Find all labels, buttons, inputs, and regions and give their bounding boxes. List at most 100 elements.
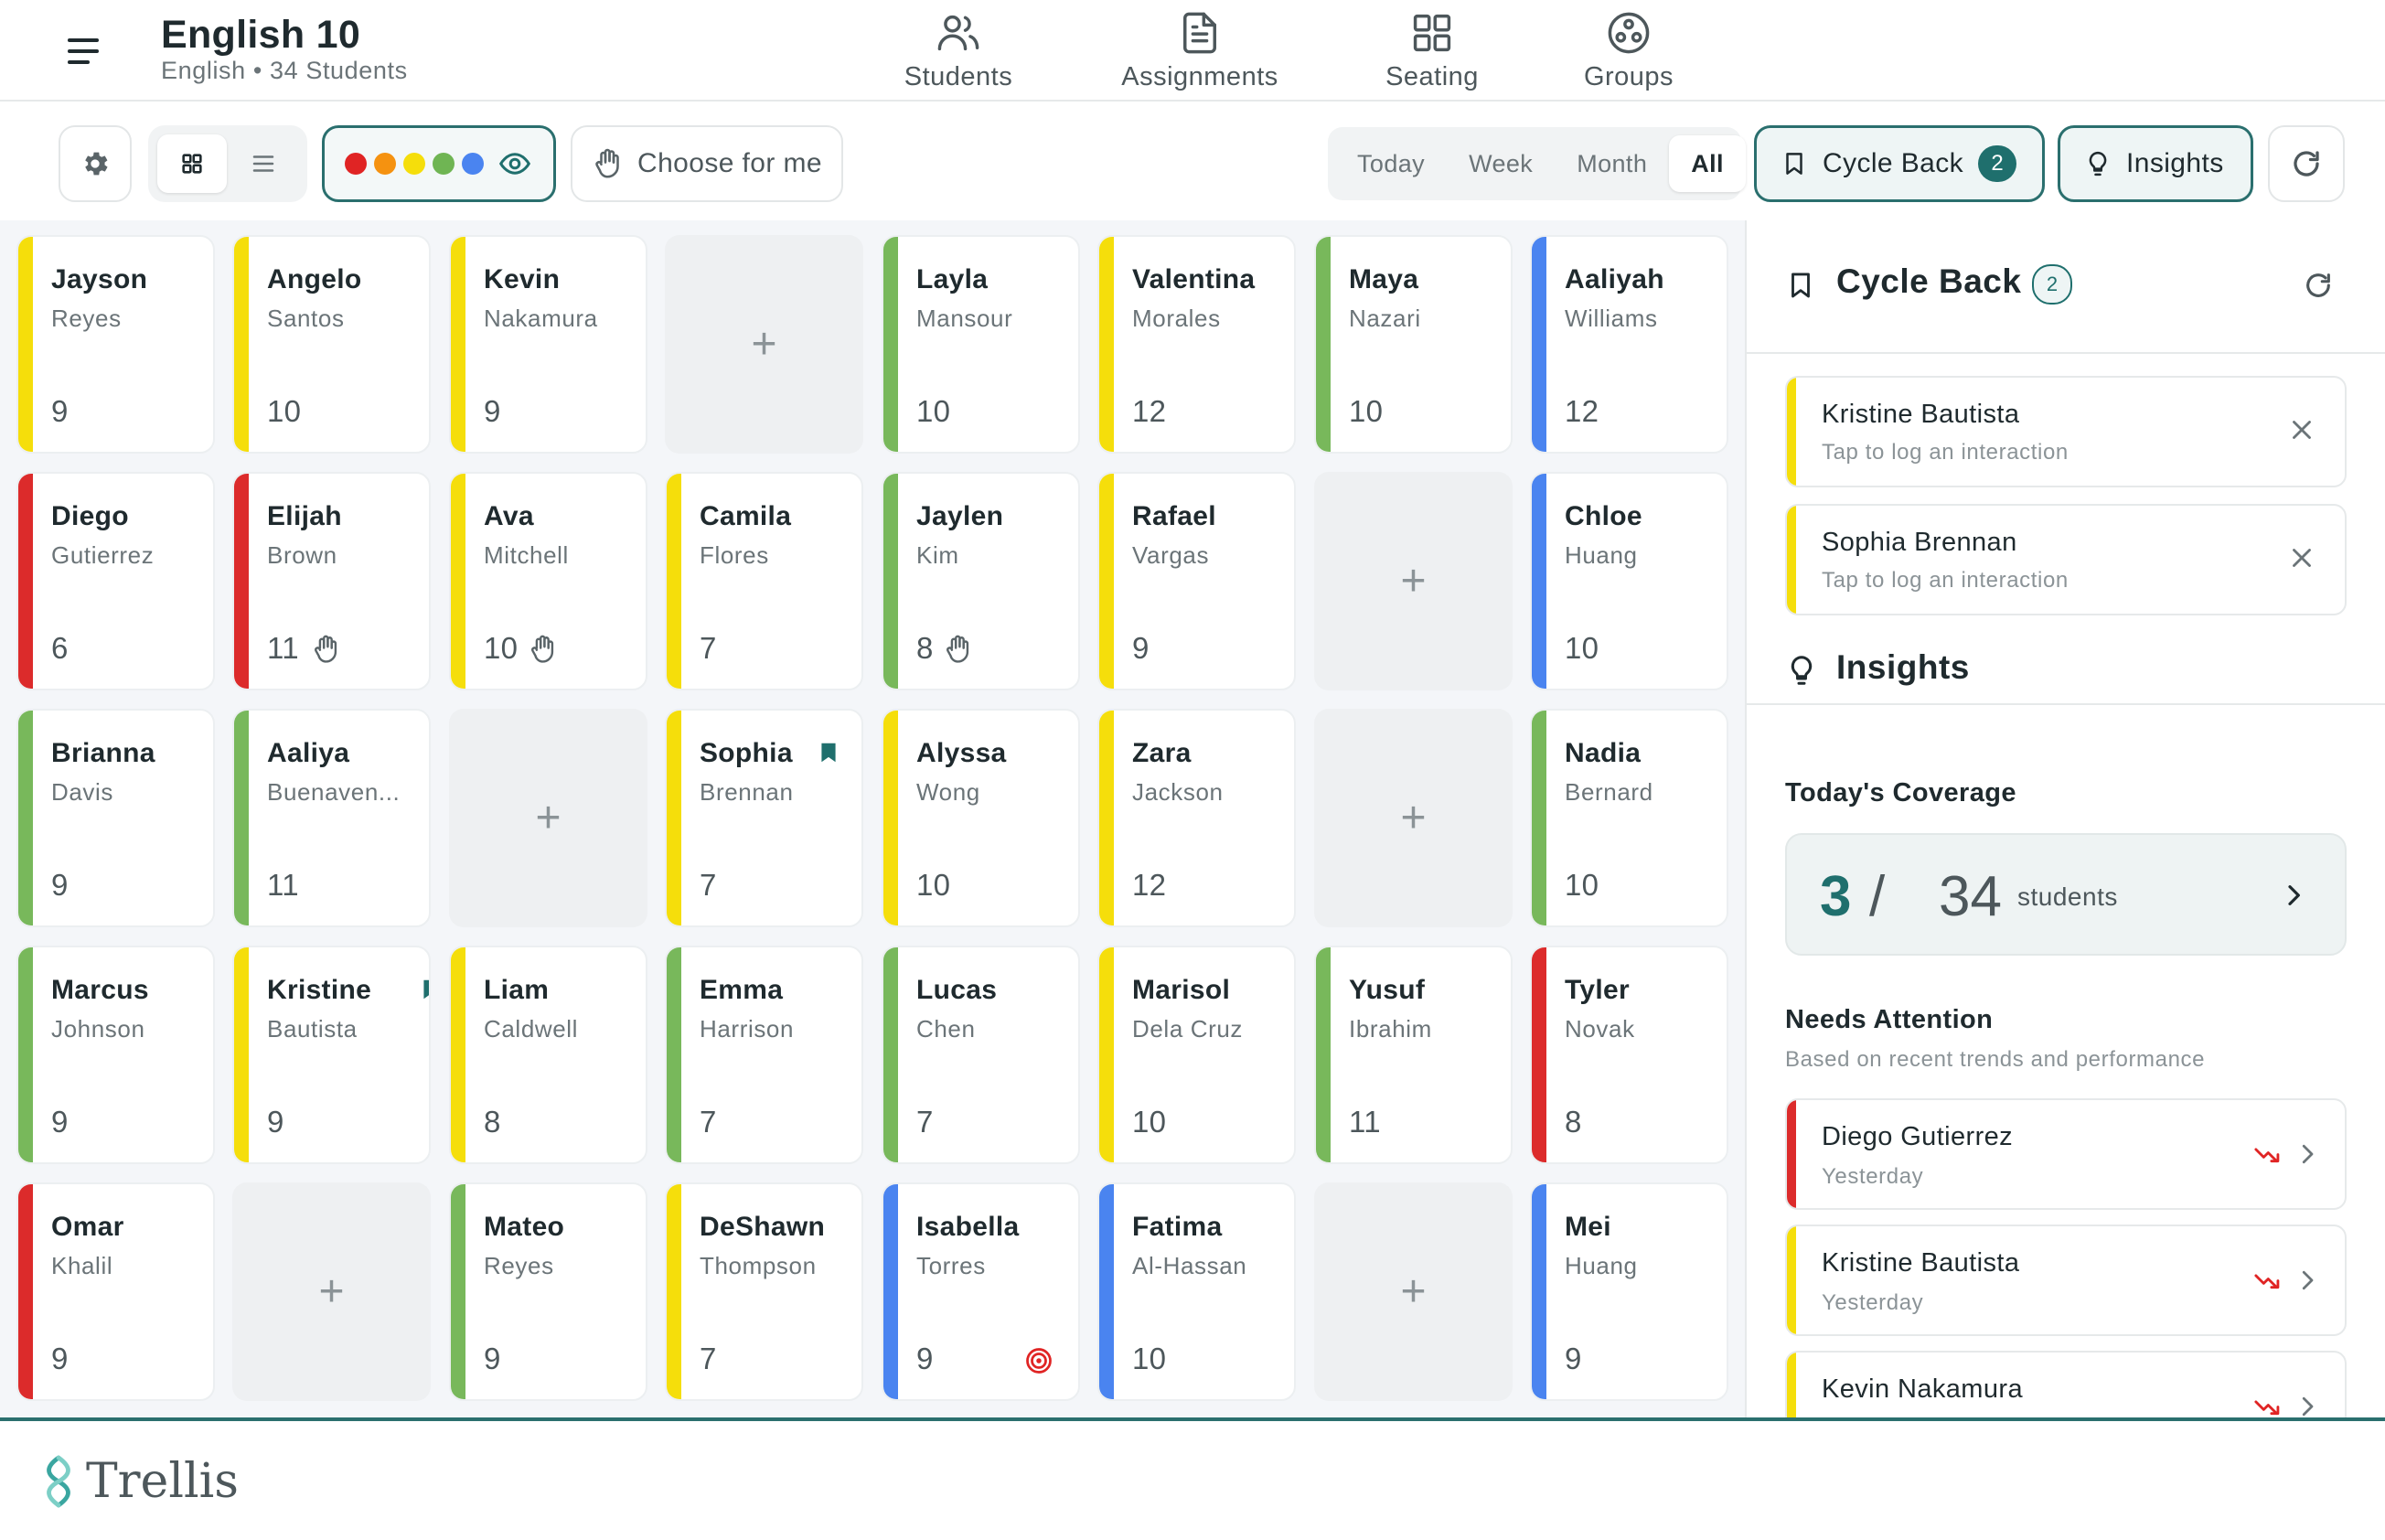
raised-hand-icon bbox=[947, 635, 969, 663]
student-card[interactable]: Valentina Morales 12 bbox=[1097, 235, 1296, 454]
refresh-icon[interactable] bbox=[2303, 270, 2334, 301]
student-first-name: Jayson bbox=[51, 264, 148, 294]
color-dot bbox=[462, 153, 484, 175]
cycle-back-student-name: Kristine Bautista bbox=[1822, 400, 2020, 429]
student-last-name: Wong bbox=[916, 778, 980, 806]
student-card[interactable]: Kevin Nakamura 9 bbox=[449, 235, 647, 454]
lightbulb-icon bbox=[1791, 656, 1813, 685]
student-card[interactable]: Mateo Reyes 9 bbox=[449, 1182, 647, 1401]
nav-groups[interactable]: Groups bbox=[1578, 0, 1679, 99]
student-card[interactable]: Fatima Al-Hassan 10 bbox=[1097, 1182, 1296, 1401]
student-score: 7 bbox=[700, 631, 717, 665]
student-card[interactable]: Diego Gutierrez 6 bbox=[16, 472, 215, 690]
empty-seat[interactable]: + bbox=[665, 235, 863, 454]
student-last-name: Al-Hassan bbox=[1132, 1252, 1247, 1279]
student-last-name: Mansour bbox=[916, 305, 1013, 332]
student-card[interactable]: Omar Khalil 9 bbox=[16, 1182, 215, 1401]
status-color-bar bbox=[451, 474, 465, 689]
coverage-card[interactable]: 3 / 34 students bbox=[1785, 833, 2347, 956]
student-last-name: Huang bbox=[1565, 541, 1638, 569]
menu-button[interactable] bbox=[59, 29, 113, 73]
student-card[interactable]: Jayson Reyes 9 bbox=[16, 235, 215, 454]
student-card[interactable]: Ava Mitchell 10 bbox=[449, 472, 647, 690]
student-card[interactable]: Lucas Chen 7 bbox=[882, 946, 1080, 1164]
student-card[interactable]: Jaylen Kim 8 bbox=[882, 472, 1080, 690]
empty-seat[interactable]: + bbox=[1314, 472, 1513, 690]
student-card[interactable]: Mei Huang 9 bbox=[1530, 1182, 1728, 1401]
student-card[interactable]: Angelo Santos 10 bbox=[232, 235, 431, 454]
student-last-name: Chen bbox=[916, 1015, 976, 1043]
student-card[interactable]: Tyler Novak 8 bbox=[1530, 946, 1728, 1164]
student-card[interactable]: Marisol Dela Cruz 10 bbox=[1097, 946, 1296, 1164]
student-card[interactable]: Marcus Johnson 9 bbox=[16, 946, 215, 1164]
student-card[interactable]: Sophia Brennan 7 bbox=[665, 709, 863, 927]
list-view-button[interactable] bbox=[229, 134, 298, 193]
student-card[interactable]: Rafael Vargas 9 bbox=[1097, 472, 1296, 690]
close-icon[interactable] bbox=[2286, 414, 2317, 445]
student-score: 10 bbox=[1132, 1105, 1167, 1139]
hand-icon bbox=[595, 148, 619, 178]
student-card[interactable]: Aaliyah Williams 12 bbox=[1530, 235, 1728, 454]
student-card[interactable]: Brianna Davis 9 bbox=[16, 709, 215, 927]
student-card[interactable]: Kristine Bautista 9 bbox=[232, 946, 431, 1164]
grid-view-button[interactable] bbox=[157, 134, 227, 193]
student-card[interactable]: Liam Caldwell 8 bbox=[449, 946, 647, 1164]
student-last-name: Kim bbox=[916, 541, 959, 569]
student-card[interactable]: Isabella Torres 9 bbox=[882, 1182, 1080, 1401]
refresh-button[interactable] bbox=[2268, 125, 2345, 202]
close-icon[interactable] bbox=[2286, 542, 2317, 573]
student-score: 7 bbox=[700, 868, 717, 902]
needs-attention-item[interactable]: Kristine Bautista Yesterday bbox=[1785, 1225, 2347, 1336]
student-first-name: Brianna bbox=[51, 738, 155, 768]
student-card[interactable]: Emma Harrison 7 bbox=[665, 946, 863, 1164]
needs-attention-item[interactable]: Diego Gutierrez Yesterday bbox=[1785, 1098, 2347, 1210]
student-card[interactable]: Aaliya Buenaven... 11 bbox=[232, 709, 431, 927]
insights-button[interactable]: Insights bbox=[2058, 125, 2253, 202]
settings-button[interactable] bbox=[59, 125, 132, 202]
cycle-back-item[interactable]: Kristine Bautista Tap to log an interact… bbox=[1785, 376, 2347, 487]
student-card[interactable]: DeShawn Thompson 7 bbox=[665, 1182, 863, 1401]
range-month[interactable]: Month bbox=[1577, 149, 1648, 177]
status-color-bar bbox=[234, 474, 249, 689]
add-student-icon: + bbox=[535, 794, 561, 842]
brand-name: Trellis bbox=[86, 1454, 239, 1509]
cycle-back-item[interactable]: Sophia Brennan Tap to log an interaction bbox=[1785, 504, 2347, 615]
student-card[interactable]: Yusuf Ibrahim 11 bbox=[1314, 946, 1513, 1164]
student-card[interactable]: Chloe Huang 10 bbox=[1530, 472, 1728, 690]
student-card[interactable]: Camila Flores 7 bbox=[665, 472, 863, 690]
status-color-bar bbox=[667, 711, 681, 925]
cycle-back-button[interactable]: Cycle Back 2 bbox=[1754, 125, 2045, 202]
toolbar: Choose for me Today Week Month All Cycle… bbox=[0, 102, 2385, 220]
student-card[interactable]: Elijah Brown 11 bbox=[232, 472, 431, 690]
attention-student-name: Kristine Bautista bbox=[1822, 1248, 2020, 1278]
student-card[interactable]: Layla Mansour 10 bbox=[882, 235, 1080, 454]
choose-for-me-button[interactable]: Choose for me bbox=[571, 125, 843, 202]
users-icon bbox=[937, 15, 979, 51]
student-card[interactable]: Nadia Bernard 10 bbox=[1530, 709, 1728, 927]
status-color-bar bbox=[18, 1184, 33, 1399]
student-card[interactable]: Zara Jackson 12 bbox=[1097, 709, 1296, 927]
status-color-bar bbox=[667, 474, 681, 689]
empty-seat[interactable]: + bbox=[1314, 1182, 1513, 1401]
document-icon bbox=[1183, 12, 1216, 54]
empty-seat[interactable]: + bbox=[1314, 709, 1513, 927]
empty-seat[interactable]: + bbox=[449, 709, 647, 927]
range-week[interactable]: Week bbox=[1469, 149, 1534, 177]
nav-assignments[interactable]: Assignments bbox=[1116, 0, 1284, 99]
range-all[interactable]: All bbox=[1669, 135, 1746, 192]
needs-attention-item[interactable]: Kevin Nakamura bbox=[1785, 1351, 2347, 1417]
student-last-name: Vargas bbox=[1132, 541, 1210, 569]
student-first-name: Kristine bbox=[267, 975, 372, 1005]
student-card[interactable]: Maya Nazari 10 bbox=[1314, 235, 1513, 454]
student-first-name: Sophia bbox=[700, 738, 793, 768]
empty-seat[interactable]: + bbox=[232, 1182, 431, 1401]
lightbulb-icon bbox=[2089, 151, 2107, 176]
student-last-name: Reyes bbox=[51, 305, 122, 332]
nav-students[interactable]: Students bbox=[894, 0, 1022, 99]
color-filter-button[interactable] bbox=[322, 125, 556, 202]
range-today[interactable]: Today bbox=[1357, 149, 1426, 177]
nav-seating[interactable]: Seating bbox=[1377, 0, 1487, 99]
chevron-right-icon bbox=[2302, 1144, 2314, 1164]
student-card[interactable]: Alyssa Wong 10 bbox=[882, 709, 1080, 927]
trending-down-icon bbox=[2254, 1400, 2280, 1416]
